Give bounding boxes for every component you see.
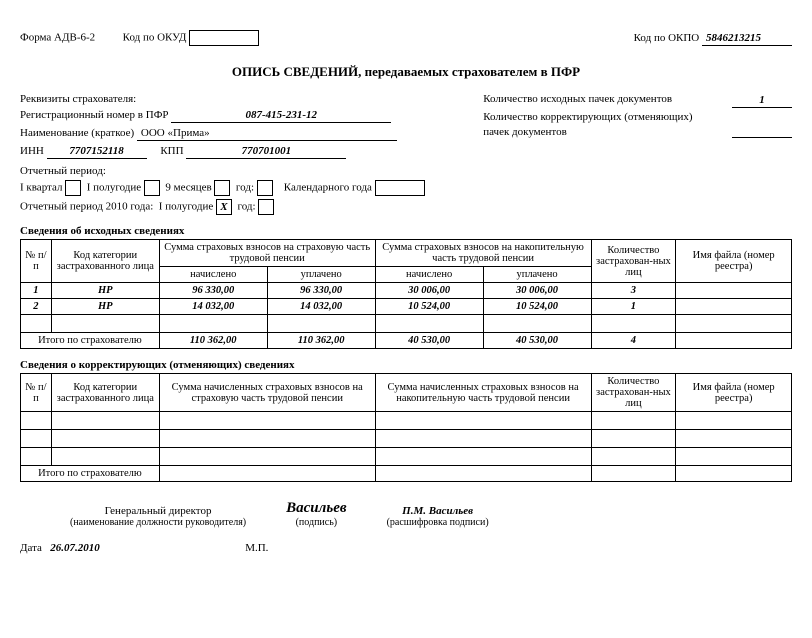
checkbox-h1[interactable] (144, 180, 160, 196)
table-row-empty (21, 430, 792, 448)
period-h1: I полугодие (87, 182, 141, 194)
form-header: Форма АДВ-6-2 Код по ОКУД Код по ОКПО 58… (20, 30, 792, 46)
okud-label: Код по ОКУД (123, 32, 187, 44)
table-row: 1 НР 96 330,00 96 330,00 30 006,00 30 00… (21, 283, 792, 299)
kpp-value[interactable]: 770701001 (186, 144, 346, 159)
outgoing-value[interactable]: 1 (732, 93, 792, 108)
position-caption: (наименование должности руководителя) (70, 517, 246, 528)
signature-caption: (подпись) (286, 517, 346, 528)
period-2010-year: год: (237, 201, 255, 213)
name-label: Наименование (краткое) (20, 127, 134, 139)
date-value: 26.07.2010 (50, 542, 100, 554)
cal-year-value[interactable] (375, 180, 425, 196)
checkbox-2010-year[interactable] (258, 199, 274, 215)
th2-acc: Сумма начисленных страховых взносов на н… (375, 374, 591, 412)
period-q1: I квартал (20, 182, 62, 194)
outgoing-label: Количество исходных пачек документов (483, 93, 672, 108)
th2-file: Имя файла (номер реестра) (676, 374, 792, 412)
th-ins-calc: начислено (159, 267, 267, 283)
table-row-empty (21, 448, 792, 466)
signature-script: Васильев (286, 500, 346, 516)
reg-value[interactable]: 087-415-231-12 (171, 108, 391, 123)
th-num: № п/п (21, 240, 52, 283)
date-label: Дата (20, 542, 42, 554)
inn-value[interactable]: 7707152118 (47, 144, 147, 159)
th-acc-paid: уплачено (483, 267, 591, 283)
table-row: 2 НР 14 032,00 14 032,00 10 524,00 10 52… (21, 299, 792, 315)
period-cal-year: Календарного года (284, 182, 372, 194)
correcting-label: Количество корректирующих (отменяющих) (483, 111, 692, 123)
th-acc-calc: начислено (375, 267, 483, 283)
table1-caption: Сведения об исходных сведениях (20, 225, 792, 237)
okud-value[interactable] (189, 30, 259, 46)
period-label: Отчетный период: (20, 165, 792, 177)
th2-cnt: Количество застрахован-ных лиц (591, 374, 676, 412)
th-ins: Сумма страховых взносов на страховую час… (159, 240, 375, 267)
insurer-req-label: Реквизиты страхователя: (20, 93, 468, 105)
table2-caption: Сведения о корректирующих (отменяющих) с… (20, 359, 792, 371)
th2-ins: Сумма начисленных страховых взносов на с… (159, 374, 375, 412)
correcting-value[interactable] (732, 126, 792, 138)
period-year: год: (236, 182, 254, 194)
th-file: Имя файла (номер реестра) (676, 240, 792, 283)
table1: № п/п Код категории застрахованного лица… (20, 239, 792, 349)
name-value[interactable]: ООО «Прима» (137, 126, 397, 141)
signatures: Генеральный директор (наименование должн… (20, 500, 792, 528)
table-row-empty (21, 412, 792, 430)
signer-name: П.М. Васильев (402, 505, 473, 517)
table-row-total: Итого по страхователю (21, 466, 792, 482)
table2: № п/п Код категории застрахованного лица… (20, 373, 792, 482)
form-label: Форма АДВ-6-2 (20, 32, 95, 44)
checkbox-year[interactable] (257, 180, 273, 196)
checkbox-m9[interactable] (214, 180, 230, 196)
period-2010-h1: I полугодие (159, 201, 213, 213)
period-m9: 9 месяцев (165, 182, 211, 194)
th2-cat: Код категории застрахованного лица (51, 374, 159, 412)
th-cnt: Количество застрахован-ных лиц (591, 240, 676, 283)
correcting-label2: пачек документов (483, 126, 567, 138)
table-row-total: Итого по страхователю 110 362,00 110 362… (21, 333, 792, 349)
okpo-value[interactable]: 5846213215 (702, 31, 792, 46)
checkbox-2010-h1[interactable]: Х (216, 199, 232, 215)
th2-num: № п/п (21, 374, 52, 412)
position: Генеральный директор (105, 505, 212, 517)
document-title: ОПИСЬ СВЕДЕНИЙ, передаваемых страховател… (20, 64, 792, 80)
th-cat: Код категории застрахованного лица (51, 240, 159, 283)
name-caption: (расшифровка подписи) (387, 517, 489, 528)
th-ins-paid: уплачено (267, 267, 375, 283)
stamp-label: М.П. (245, 542, 268, 554)
period-2010-label: Отчетный период 2010 года: (20, 201, 153, 213)
th-acc: Сумма страховых взносов на накопительную… (375, 240, 591, 267)
reg-label: Регистрационный номер в ПФР (20, 109, 169, 121)
checkbox-q1[interactable] (65, 180, 81, 196)
okpo-label: Код по ОКПО (634, 32, 700, 44)
table-row-empty (21, 315, 792, 333)
kpp-label: КПП (160, 145, 183, 157)
inn-label: ИНН (20, 145, 44, 157)
